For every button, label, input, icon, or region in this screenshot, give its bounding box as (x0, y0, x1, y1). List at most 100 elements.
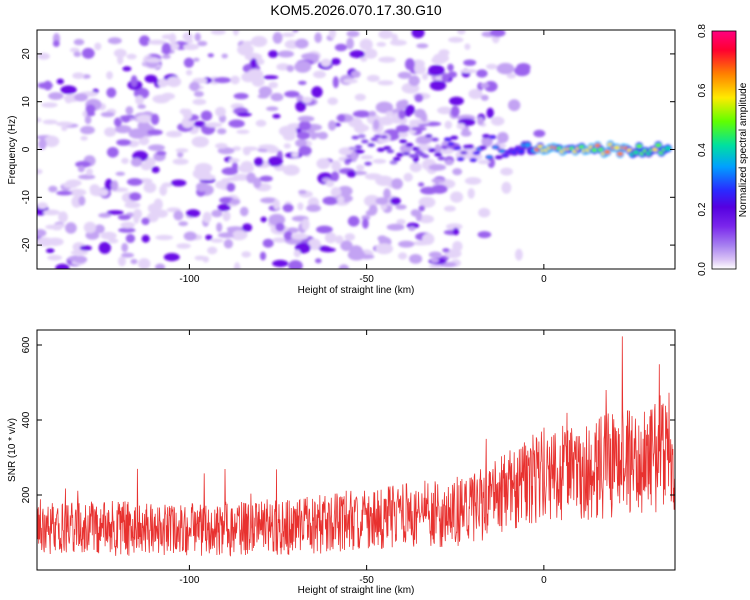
snr-frame (36, 329, 676, 571)
heatmap-cell (403, 172, 413, 182)
heatmap-cell (228, 119, 245, 128)
heatmap-cell (74, 93, 88, 102)
heatmap-cell (115, 171, 126, 176)
heatmap-cell (165, 130, 183, 138)
heatmap-cell (533, 129, 546, 138)
heatmap-cell (69, 47, 80, 53)
heatmap-cell (298, 80, 307, 85)
heatmap-cell (444, 205, 456, 212)
heatmap-cell (242, 146, 258, 151)
heatmap-cell (182, 108, 193, 120)
heatmap-ridge-core (361, 140, 368, 143)
heatmap-ridge-core (502, 154, 509, 157)
heatmap-cell (404, 58, 415, 71)
heatmap-cell (232, 146, 241, 152)
heatmap-cell (124, 201, 141, 209)
heatmap-cell (166, 76, 182, 88)
heatmap-cell (126, 178, 143, 186)
heatmap-cell (58, 211, 68, 223)
heatmap-cell (78, 174, 96, 180)
heatmap-ridge-core (489, 136, 496, 139)
heatmap-cell (368, 204, 378, 216)
heatmap-cell (263, 75, 279, 80)
heatmap-cell (449, 96, 464, 106)
heatmap-cell (306, 204, 322, 212)
heatmap-cell (428, 264, 444, 269)
heatmap-cell (508, 99, 521, 112)
heatmap-cell (378, 56, 396, 63)
heatmap-cell (486, 63, 498, 70)
heatmap-cell (145, 58, 163, 63)
heatmap-cell (258, 86, 273, 97)
heatmap-cell (118, 227, 136, 233)
heatmap-cell (75, 161, 91, 168)
heatmap-cell (480, 82, 490, 89)
heatmap-cell (147, 129, 163, 136)
heatmap-cell (141, 217, 150, 225)
heatmap-cell (266, 146, 279, 154)
heatmap-cell (47, 254, 63, 261)
heatmap-cell (259, 251, 267, 261)
heatmap-cell (372, 158, 387, 164)
heatmap-cell (391, 33, 398, 44)
heatmap-cell (106, 87, 117, 98)
heatmap-cell (361, 215, 371, 221)
heatmap-cell (516, 63, 531, 72)
heatmap-ridge-core (664, 146, 671, 151)
heatmap-ridge-core (349, 147, 356, 150)
heatmap-cell (241, 251, 251, 258)
heatmap-cell (178, 221, 189, 227)
heatmap-ylabel: Frequency (Hz) (7, 116, 18, 185)
heatmap-cell (241, 72, 256, 83)
heatmap-cell (182, 32, 193, 41)
heatmap-cell (330, 187, 342, 198)
heatmap-cell (397, 71, 412, 79)
heatmap-cell (349, 50, 366, 59)
heatmap-cell (477, 231, 492, 239)
heatmap-cell (320, 58, 332, 67)
heatmap-ridge-core (486, 156, 493, 159)
colorbar: 0.0 0.2 0.4 0.6 0.8 Normalized spectral ampl… (697, 24, 749, 276)
heatmap-cell (391, 178, 403, 190)
colorbar-gradient (711, 30, 737, 270)
heatmap-cell (133, 211, 140, 224)
snr-xlabel: Height of straight line (km) (298, 585, 415, 596)
heatmap-cell (221, 53, 228, 59)
heatmap-ridge-core (460, 151, 467, 154)
heatmap-ridge-core (633, 150, 639, 155)
heatmap-cell (94, 42, 102, 51)
heatmap-cell (450, 191, 464, 203)
heatmap-cell (266, 106, 279, 111)
heatmap-cell (377, 235, 387, 242)
heatmap-cell (295, 139, 307, 148)
heatmap-cell (207, 53, 214, 58)
heatmap-cell (346, 37, 354, 50)
heatmap-cell (215, 180, 228, 189)
heatmap-xlabel: Height of straight line (km) (298, 285, 415, 296)
heatmap-cell (172, 158, 189, 165)
heatmap-cell (448, 36, 464, 43)
heatmap-cell (343, 78, 358, 84)
heatmap-cell (411, 126, 427, 131)
heatmap-cell (193, 57, 200, 62)
heatmap-cell (501, 181, 512, 194)
heatmap-cell (496, 62, 515, 75)
heatmap-cell (152, 94, 170, 104)
heatmap-cell (487, 157, 495, 169)
heatmap-cell (295, 38, 309, 49)
heatmap-cell (408, 75, 420, 86)
heatmap-cell (56, 190, 73, 196)
y-tick-label: 10 (21, 96, 32, 108)
heatmap-cell (226, 182, 236, 192)
heatmap-cell (291, 152, 299, 158)
heatmap-cell (210, 30, 226, 35)
heatmap-cell (515, 248, 523, 261)
y-tick-label: 400 (21, 411, 32, 428)
heatmap-cell (117, 214, 131, 220)
heatmap-cell (155, 209, 168, 218)
heatmap-cell (420, 112, 428, 123)
heatmap-ridge-core (495, 156, 502, 159)
heatmap-cell (389, 197, 401, 206)
heatmap-cell (116, 139, 132, 146)
